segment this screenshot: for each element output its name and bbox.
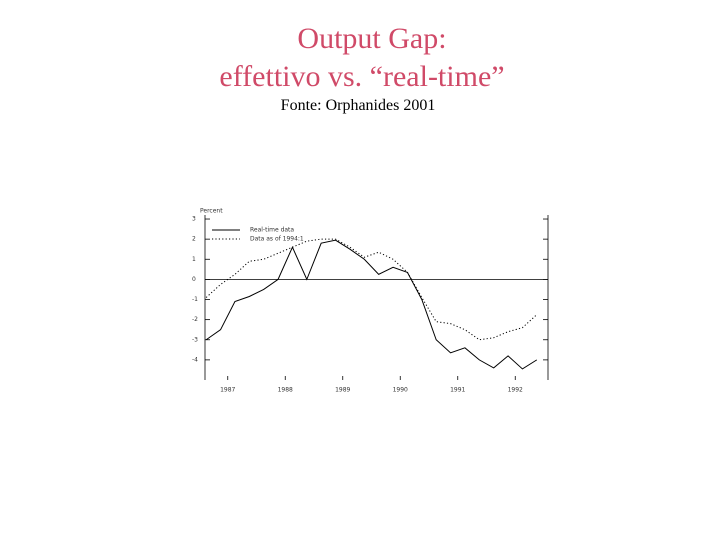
legend-label: Real-time data [250, 227, 294, 234]
legend-label: Data as of 1994:1 [250, 236, 304, 243]
source: Fonte: Orphanides 2001 [281, 97, 436, 114]
x-tick-label: 1991 [450, 387, 465, 394]
y-tick-label: 3 [192, 216, 196, 223]
y-tick-label: 1 [192, 256, 196, 263]
series-line [205, 239, 538, 370]
y-tick-label: -4 [192, 356, 198, 363]
x-tick-label: 1992 [508, 387, 523, 394]
series-line [205, 238, 538, 341]
x-tick-label: 1988 [278, 387, 293, 394]
y-tick-label: 0 [192, 276, 196, 283]
x-tick-label: 1987 [220, 387, 235, 394]
y-tick-label: -2 [192, 316, 198, 323]
x-tick-label: 1989 [335, 387, 350, 394]
y-tick-label: -1 [192, 296, 198, 303]
y-axis-label: Percent [200, 208, 223, 215]
y-tick-label: 2 [192, 236, 196, 243]
subtitle: effettivo vs. “real-time” [219, 60, 504, 93]
title: Output Gap: [297, 22, 446, 55]
y-tick-label: -3 [192, 336, 198, 343]
x-tick-label: 1990 [393, 387, 408, 394]
